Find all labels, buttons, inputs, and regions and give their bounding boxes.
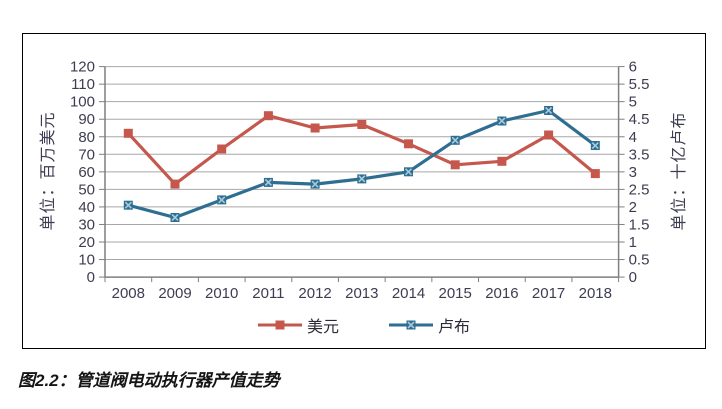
series-marker-x-rub: [358, 175, 366, 183]
series-marker-usd: [590, 169, 600, 179]
x-axis-tick-label: 2017: [532, 285, 565, 302]
series-marker-x-rub: [544, 106, 553, 115]
series-marker-usd: [263, 111, 273, 121]
legend-square-usd: [275, 320, 285, 330]
right-axis-tick-label: 6: [629, 59, 637, 76]
legend-marker-usd: [257, 319, 302, 331]
right-axis-title: 单位：十亿卢布: [671, 111, 688, 231]
right-axis-tick-label: 5.5: [629, 76, 650, 93]
right-axis-tick-label: 0.5: [629, 252, 650, 269]
left-axis-tick-label: 10: [78, 252, 95, 269]
legend-x-rub: [407, 321, 415, 329]
left-axis-tick-label: 70: [78, 146, 95, 163]
series-marker-usd: [357, 120, 367, 129]
right-axis-tick-label: 2.5: [629, 181, 650, 198]
legend-item-usd: 美元: [257, 313, 339, 337]
left-axis-tick-label: 100: [70, 94, 95, 111]
series-marker-usd: [123, 128, 133, 138]
left-axis-tick-label: 30: [78, 216, 95, 233]
x-axis-tick-label: 2013: [345, 285, 378, 302]
left-axis-title: 单位：百万美元: [40, 111, 57, 231]
legend-label-rub: 卢布: [438, 319, 471, 336]
series-marker-usd: [310, 123, 320, 133]
right-axis-tick-label: 2: [629, 199, 637, 216]
left-axis-tick-label: 20: [78, 234, 95, 251]
series-marker-x-rub: [498, 117, 506, 125]
right-axis-tick-label: 4.5: [629, 111, 650, 128]
left-axis-tick-label: 60: [78, 164, 95, 181]
right-axis-tick-label: 4: [629, 129, 637, 146]
series-marker-x-rub: [264, 178, 272, 186]
series-marker-usd: [497, 156, 507, 166]
x-axis-tick-label: 2012: [298, 285, 331, 302]
series-marker-x-rub: [404, 168, 413, 176]
series-marker-x-rub: [171, 213, 179, 222]
series-marker-usd: [170, 179, 180, 189]
right-axis-tick-label: 0: [629, 269, 637, 286]
x-axis-tick-label: 2015: [439, 285, 472, 302]
left-axis-tick-label: 0: [87, 269, 95, 286]
right-axis-tick-label: 3.5: [629, 146, 650, 163]
legend-label-usd: 美元: [306, 319, 339, 336]
left-axis-tick-label: 110: [71, 76, 95, 93]
legend-marker-rub: [389, 319, 433, 331]
left-axis-tick-label: 50: [78, 181, 95, 198]
left-axis-tick-label: 90: [78, 111, 95, 128]
legend: 美元 卢布: [23, 313, 705, 337]
series-marker-usd: [217, 144, 227, 154]
series-marker-x-rub: [124, 201, 132, 209]
series-marker-usd: [544, 130, 554, 140]
x-axis-tick-label: 2014: [392, 285, 425, 302]
x-axis-tick-label: 2009: [158, 285, 191, 302]
left-axis-tick-label: 40: [78, 199, 95, 216]
series-marker-x-rub: [218, 196, 226, 204]
chart-plot-area: 010203040506070809010011012000.511.522.5…: [70, 59, 650, 303]
x-axis-tick-label: 2011: [252, 285, 284, 302]
series-marker-usd: [450, 160, 460, 170]
series-marker-usd: [404, 139, 413, 149]
series-marker-x-rub: [591, 141, 599, 150]
legend-marker-glyph-usd: [257, 320, 302, 330]
legend-item-rub: 卢布: [389, 313, 470, 337]
right-axis-tick-label: 5: [629, 94, 637, 111]
x-axis-tick-label: 2018: [579, 285, 612, 302]
left-axis-tick-label: 120: [70, 59, 95, 76]
series-marker-x-rub: [451, 136, 459, 144]
x-axis-tick-label: 2010: [205, 285, 238, 302]
x-axis-tick-label: 2016: [485, 285, 518, 302]
legend-marker-glyph-rub: [389, 320, 433, 330]
series-marker-x-rub: [311, 180, 319, 188]
right-axis-tick-label: 3: [629, 164, 637, 181]
chart-frame: 0 10 20 30 40 50 60 70 80 90 100 110 120 0 0.5 1 1.5 2 2.5…: [22, 33, 706, 349]
figure-caption: 图2.2：管道阀电动执行器产值走势: [18, 371, 280, 390]
right-axis-tick-label: 1.5: [629, 216, 650, 233]
right-axis-tick-label: 1: [629, 234, 637, 251]
left-axis-tick-label: 80: [78, 129, 95, 146]
x-axis-tick-label: 2008: [112, 285, 145, 302]
